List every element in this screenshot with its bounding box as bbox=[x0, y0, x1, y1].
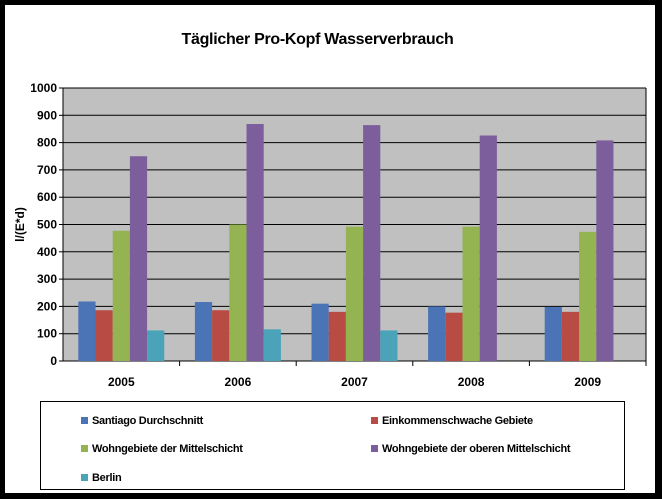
bar bbox=[345, 226, 364, 361]
x-tick-label: 2006 bbox=[225, 375, 252, 389]
bar bbox=[78, 301, 96, 361]
y-tick-label: 100 bbox=[37, 327, 57, 341]
chart-panel: Täglicher Pro-Kopf Wasserverbrauch 0 100 2… bbox=[5, 5, 655, 493]
legend-label: Berlin bbox=[92, 472, 122, 484]
bar bbox=[194, 302, 213, 361]
x-tick-label: 2005 bbox=[108, 375, 135, 389]
bar bbox=[462, 226, 480, 361]
bar bbox=[380, 330, 398, 361]
chart-legend: Santiago Durchschnitt Einkommenschwache G… bbox=[40, 401, 625, 490]
bar bbox=[263, 329, 281, 361]
bar bbox=[445, 312, 463, 361]
legend-label: Wohngebiete der oberen Mittelschicht bbox=[382, 443, 571, 455]
y-tick-label: 800 bbox=[37, 136, 57, 150]
y-tick-label: 400 bbox=[37, 245, 57, 259]
bar bbox=[311, 303, 329, 361]
legend-swatch bbox=[81, 445, 88, 452]
legend-swatch bbox=[371, 417, 378, 424]
y-tick-label: 300 bbox=[37, 272, 57, 286]
x-tick-label: 2007 bbox=[341, 375, 368, 389]
chart-plot: 0 100 200 300 400 500 600 700 800 900 1000 l/(E*d) 2… bbox=[13, 81, 647, 389]
bar bbox=[129, 156, 148, 361]
bar bbox=[428, 306, 446, 361]
y-tick-label: 900 bbox=[37, 108, 57, 122]
legend-label: Wohngebiete der Mittelschicht bbox=[92, 443, 243, 455]
y-axis-label: l/(E*d) bbox=[13, 207, 27, 242]
y-tick-label: 500 bbox=[37, 218, 57, 232]
y-tick-label: 700 bbox=[37, 163, 57, 177]
legend-item: Santiago Durchschnitt bbox=[81, 415, 203, 427]
bar bbox=[363, 125, 381, 362]
x-tick-label: 2008 bbox=[458, 375, 485, 389]
legend-swatch bbox=[81, 474, 88, 481]
chart-title: Täglicher Pro-Kopf Wasserverbrauch bbox=[181, 31, 454, 48]
legend-item: Wohngebiete der oberen Mittelschicht bbox=[371, 443, 571, 455]
legend-swatch bbox=[81, 417, 88, 424]
y-tick-label: 200 bbox=[37, 299, 57, 313]
bar bbox=[561, 311, 580, 361]
bar bbox=[212, 310, 230, 361]
x-tick-label: 2009 bbox=[574, 375, 601, 389]
bar bbox=[112, 230, 130, 361]
legend-item: Wohngebiete der Mittelschicht bbox=[81, 443, 243, 455]
legend-item: Einkommenschwache Gebiete bbox=[371, 415, 533, 427]
bar bbox=[596, 140, 614, 361]
y-tick-label: 0 bbox=[50, 354, 57, 368]
bar bbox=[544, 306, 562, 361]
legend-label: Einkommenschwache Gebiete bbox=[382, 415, 533, 427]
bar bbox=[579, 231, 597, 361]
y-tick-label: 600 bbox=[37, 190, 57, 204]
bar bbox=[147, 330, 165, 361]
legend-item: Berlin bbox=[81, 472, 122, 484]
legend-label: Santiago Durchschnitt bbox=[92, 415, 204, 427]
bar bbox=[95, 310, 113, 361]
bar bbox=[229, 224, 247, 361]
bar bbox=[246, 124, 264, 361]
legend-swatch bbox=[371, 445, 378, 452]
bar bbox=[479, 135, 497, 361]
bar bbox=[328, 311, 346, 361]
y-tick-label: 1000 bbox=[30, 81, 57, 95]
